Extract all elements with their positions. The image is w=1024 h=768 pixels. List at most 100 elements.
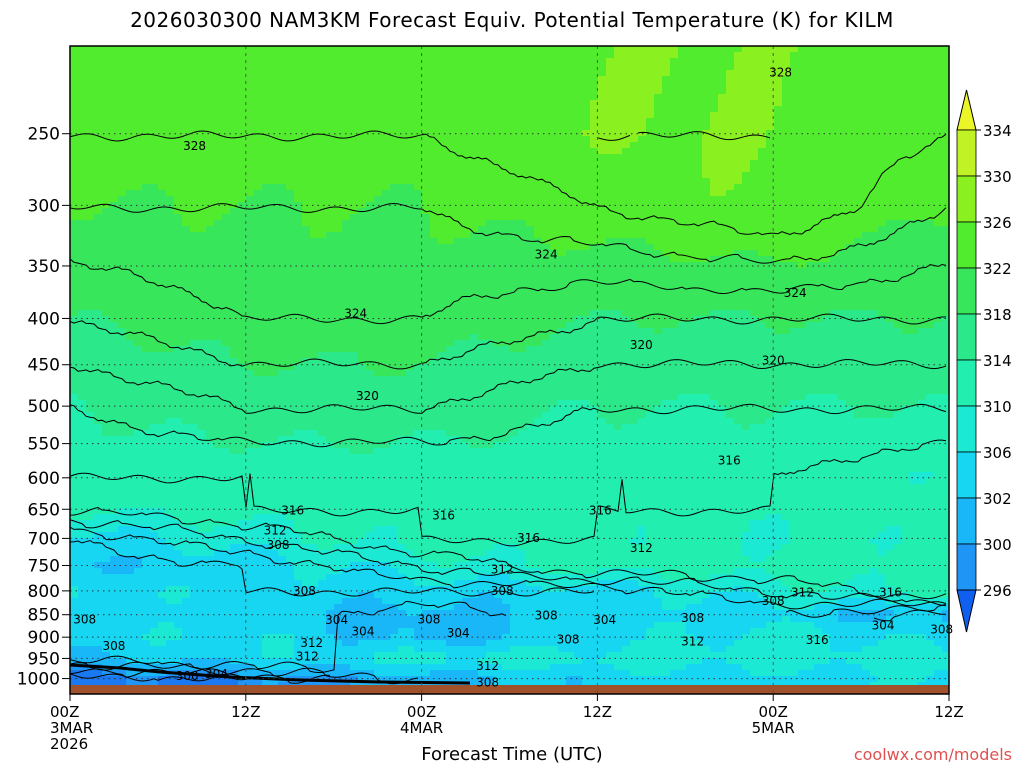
field-cell	[718, 118, 727, 125]
field-cell	[342, 304, 351, 311]
field-cell	[454, 256, 463, 263]
field-cell	[838, 52, 847, 59]
field-cell	[134, 196, 143, 203]
field-cell	[262, 232, 271, 239]
field-cell	[558, 268, 567, 275]
field-cell	[806, 310, 815, 317]
field-cell	[422, 136, 431, 143]
field-cell	[206, 142, 215, 149]
field-cell	[206, 130, 215, 137]
field-cell	[310, 94, 319, 101]
field-cell	[582, 76, 591, 83]
field-cell	[870, 166, 879, 173]
field-cell	[910, 172, 919, 179]
field-cell	[94, 118, 103, 125]
field-cell	[558, 184, 567, 191]
field-cell	[382, 46, 391, 53]
field-cell	[366, 316, 375, 323]
field-cell	[846, 166, 855, 173]
field-cell	[942, 274, 949, 281]
field-cell	[118, 118, 127, 125]
field-cell	[318, 160, 327, 167]
field-cell	[926, 100, 935, 107]
field-cell	[734, 262, 743, 269]
field-cell	[502, 250, 511, 257]
field-cell	[582, 52, 591, 59]
field-cell	[646, 112, 655, 119]
field-cell	[158, 274, 167, 281]
field-cell	[678, 250, 687, 257]
field-cell	[318, 82, 327, 89]
field-cell	[678, 208, 687, 215]
field-cell	[646, 88, 655, 95]
field-cell	[782, 112, 791, 119]
field-cell	[358, 64, 367, 71]
field-cell	[790, 58, 799, 65]
field-cell	[734, 154, 743, 161]
field-cell	[630, 184, 639, 191]
field-cell	[286, 142, 295, 149]
field-cell	[550, 250, 559, 257]
field-cell	[246, 64, 255, 71]
field-cell	[886, 70, 895, 77]
field-cell	[342, 70, 351, 77]
field-cell	[894, 154, 903, 161]
field-cell	[318, 190, 327, 197]
field-cell	[694, 52, 703, 59]
field-cell	[510, 166, 519, 173]
field-cell	[750, 46, 759, 53]
field-cell	[142, 124, 151, 131]
field-cell	[662, 88, 671, 95]
field-cell	[70, 148, 79, 155]
field-cell	[742, 112, 751, 119]
field-cell	[398, 226, 407, 233]
field-cell	[118, 226, 127, 233]
field-cell	[414, 172, 423, 179]
field-cell	[494, 250, 503, 257]
field-cell	[542, 202, 551, 209]
field-cell	[726, 88, 735, 95]
field-cell	[254, 46, 263, 53]
field-cell	[910, 238, 919, 245]
field-cell	[110, 280, 119, 287]
field-cell	[70, 64, 79, 71]
field-cell	[582, 136, 591, 143]
field-cell	[446, 136, 455, 143]
field-cell	[294, 124, 303, 131]
field-cell	[494, 172, 503, 179]
field-cell	[182, 244, 191, 251]
field-cell	[894, 190, 903, 197]
field-cell	[910, 298, 919, 305]
field-cell	[686, 52, 695, 59]
field-cell	[662, 142, 671, 149]
field-cell	[534, 52, 543, 59]
field-cell	[470, 238, 479, 245]
field-cell	[862, 304, 871, 311]
field-cell	[254, 58, 263, 65]
field-cell	[702, 58, 711, 65]
field-cell	[262, 106, 271, 113]
field-cell	[830, 268, 839, 275]
field-cell	[166, 148, 175, 155]
field-cell	[86, 52, 95, 59]
field-cell	[70, 286, 79, 293]
field-cell	[326, 64, 335, 71]
field-cell	[558, 100, 567, 107]
field-cell	[806, 304, 815, 311]
field-cell	[478, 64, 487, 71]
field-cell	[742, 100, 751, 107]
field-cell	[262, 220, 271, 227]
field-cell	[670, 130, 679, 137]
field-cell	[278, 232, 287, 239]
field-cell	[894, 118, 903, 125]
field-cell	[158, 172, 167, 179]
field-cell	[478, 58, 487, 65]
field-cell	[838, 298, 847, 305]
field-cell	[438, 202, 447, 209]
field-cell	[638, 112, 647, 119]
field-cell	[270, 268, 279, 275]
field-cell	[646, 70, 655, 77]
field-cell	[358, 280, 367, 287]
field-cell	[550, 106, 559, 113]
field-cell	[190, 226, 199, 233]
